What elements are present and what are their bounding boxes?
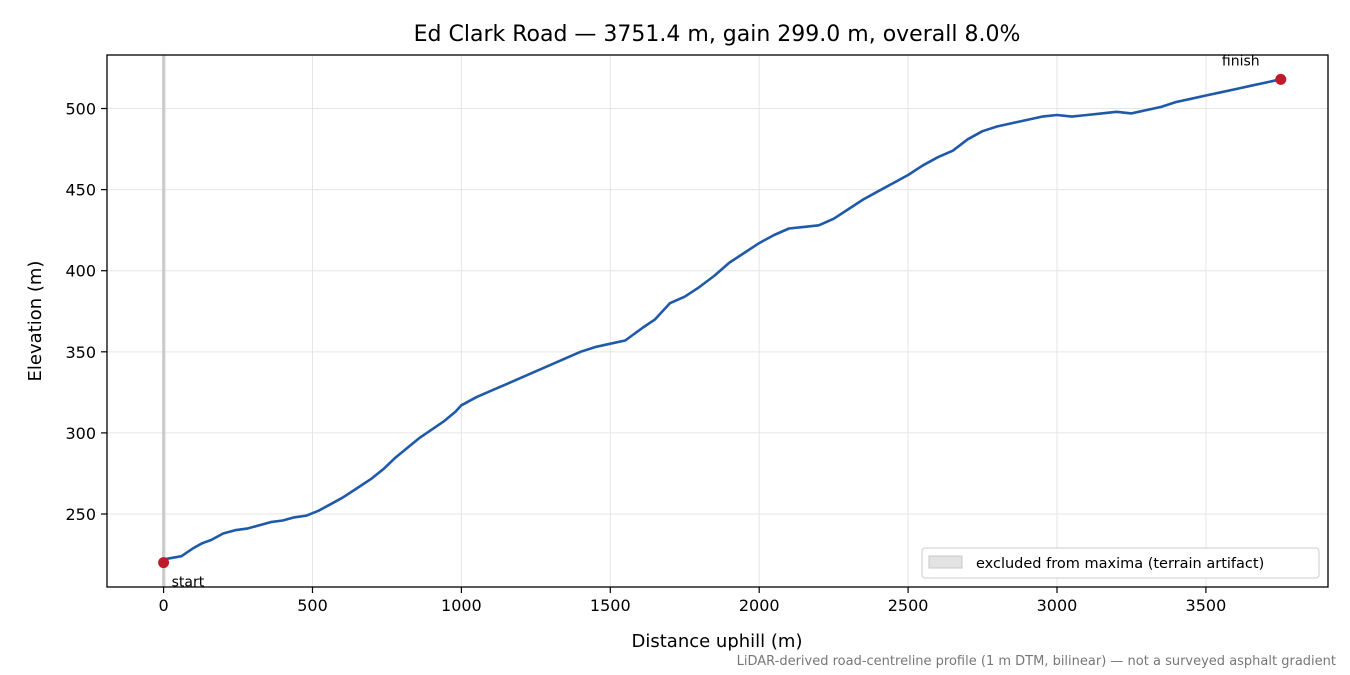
x-tick-label: 3000	[1037, 596, 1078, 615]
series-line-0	[162, 78, 1283, 561]
plot-frame	[106, 54, 1329, 588]
footnote: LiDAR-derived road-centreline profile (1…	[737, 654, 1336, 669]
y-tick-label: 250	[65, 505, 96, 524]
y-tick-label: 500	[65, 100, 96, 119]
y-tick-label: 400	[65, 262, 96, 281]
y-tick-label: 350	[65, 343, 96, 362]
x-tick-label: 2000	[739, 596, 780, 615]
x-tick-label: 500	[297, 596, 328, 615]
legend-entry-excluded: excluded from maxima (terrain artifact)	[976, 556, 1264, 572]
chart-title: Ed Clark Road — 3751.4 m, gain 299.0 m, …	[414, 22, 1021, 47]
y-axis-ticks: 250 300 350 400 450 500	[65, 100, 107, 524]
y-axis-label: Elevation (m)	[25, 261, 46, 382]
x-tick-label: 2500	[888, 596, 929, 615]
x-tick-label: 0	[158, 596, 168, 615]
x-axis-ticks: 0 500 1000 1500 2000 2500 3000 3500	[158, 587, 1226, 615]
marker-label-finish: finish	[1222, 53, 1260, 69]
x-tick-label: 1000	[441, 596, 482, 615]
legend-box	[921, 547, 1320, 579]
marker-label-start: start	[172, 575, 205, 591]
y-tick-label: 450	[65, 181, 96, 200]
excluded-band	[162, 55, 166, 587]
x-tick-label: 1500	[590, 596, 631, 615]
marker-finish	[1275, 73, 1287, 85]
series-layer	[162, 78, 1283, 561]
x-axis-label: Distance uphill (m)	[632, 631, 803, 652]
x-tick-label: 3500	[1186, 596, 1227, 615]
legend-swatch-excluded	[928, 555, 963, 569]
y-tick-label: 300	[65, 424, 96, 443]
marker-start	[158, 557, 170, 569]
excluded-region	[162, 55, 166, 587]
legend: excluded from maxima (terrain artifact)	[921, 547, 1320, 579]
